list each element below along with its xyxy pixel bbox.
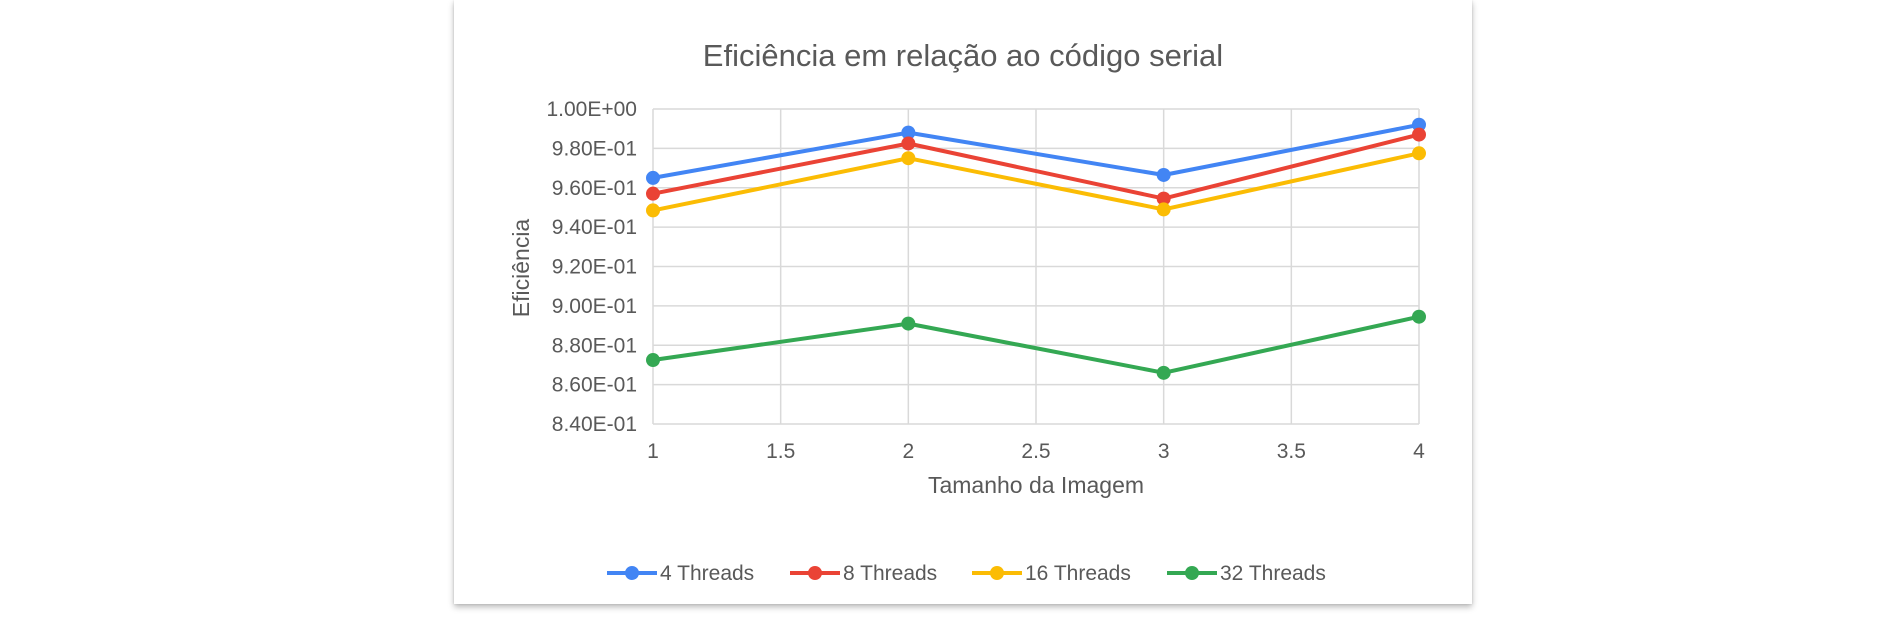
x-axis-label: Tamanho da Imagem	[928, 472, 1144, 498]
legend-item-8-threads: 8 Threads	[790, 562, 937, 585]
line-chart: Eficiência em relação ao código serial 8…	[508, 38, 1426, 585]
data-point	[901, 316, 916, 331]
legend-marker	[808, 566, 822, 580]
data-point	[901, 151, 916, 166]
series-16-threads	[646, 146, 1426, 218]
legend-marker	[625, 566, 639, 580]
series-4-threads	[646, 117, 1426, 185]
x-axis-ticks: 1 1.5 2 2.5 3 3.5 4	[647, 440, 1425, 463]
y-axis-label: Eficiência	[508, 219, 534, 318]
series-line	[652, 314, 1420, 375]
data-point	[1412, 127, 1426, 142]
series-line	[652, 151, 1420, 213]
data-point	[901, 136, 916, 151]
data-point	[646, 353, 660, 368]
data-point	[1412, 309, 1426, 324]
legend-item-4-threads: 4 Threads	[607, 562, 754, 585]
series-line	[652, 132, 1420, 201]
legend-label: 8 Threads	[843, 562, 937, 585]
series-group	[646, 117, 1426, 380]
legend-label: 16 Threads	[1025, 562, 1131, 585]
x-tick-label: 3	[1158, 440, 1170, 463]
legend: 4 Threads 8 Threads 16 Threads 32 Threads	[607, 562, 1326, 585]
x-tick-label: 2.5	[1021, 440, 1050, 463]
data-point	[1156, 167, 1171, 182]
legend-label: 4 Threads	[660, 562, 754, 585]
x-tick-label: 2	[902, 440, 914, 463]
data-point	[646, 186, 660, 201]
legend-item-16-threads: 16 Threads	[972, 562, 1131, 585]
y-tick-label: 8.80E-01	[552, 334, 637, 357]
y-tick-label: 9.00E-01	[552, 295, 637, 318]
data-point	[901, 125, 916, 140]
y-tick-label: 9.80E-01	[552, 137, 637, 160]
x-tick-label: 1.5	[766, 440, 795, 463]
data-point	[1412, 146, 1426, 161]
data-point	[646, 203, 660, 218]
y-tick-label: 8.40E-01	[552, 413, 637, 436]
series-32-threads	[646, 309, 1426, 380]
x-tick-label: 4	[1413, 440, 1425, 463]
y-tick-label: 8.60E-01	[552, 374, 637, 397]
legend-marker	[990, 566, 1004, 580]
legend-label: 32 Threads	[1220, 562, 1326, 585]
legend-marker	[1185, 566, 1199, 580]
chart-title: Eficiência em relação ao código serial	[703, 38, 1223, 73]
chart-card: Eficiência em relação ao código serial 8…	[454, 0, 1472, 604]
x-tick-label: 1	[647, 440, 659, 463]
y-tick-label: 9.20E-01	[552, 256, 637, 279]
x-tick-label: 3.5	[1277, 440, 1306, 463]
data-point	[1156, 365, 1171, 380]
y-axis-ticks: 8.40E-01 8.60E-01 8.80E-01 9.00E-01 9.20E-01…	[546, 98, 637, 436]
data-point	[1156, 191, 1171, 206]
y-tick-label: 9.60E-01	[552, 177, 637, 200]
series-line	[652, 122, 1420, 180]
data-point	[1412, 117, 1426, 132]
legend-item-32-threads: 32 Threads	[1167, 562, 1326, 585]
data-point	[646, 170, 660, 185]
series-8-threads	[646, 127, 1426, 206]
data-point	[1156, 202, 1171, 217]
y-tick-label: 9.40E-01	[552, 216, 637, 239]
y-tick-label: 1.00E+00	[546, 98, 637, 121]
